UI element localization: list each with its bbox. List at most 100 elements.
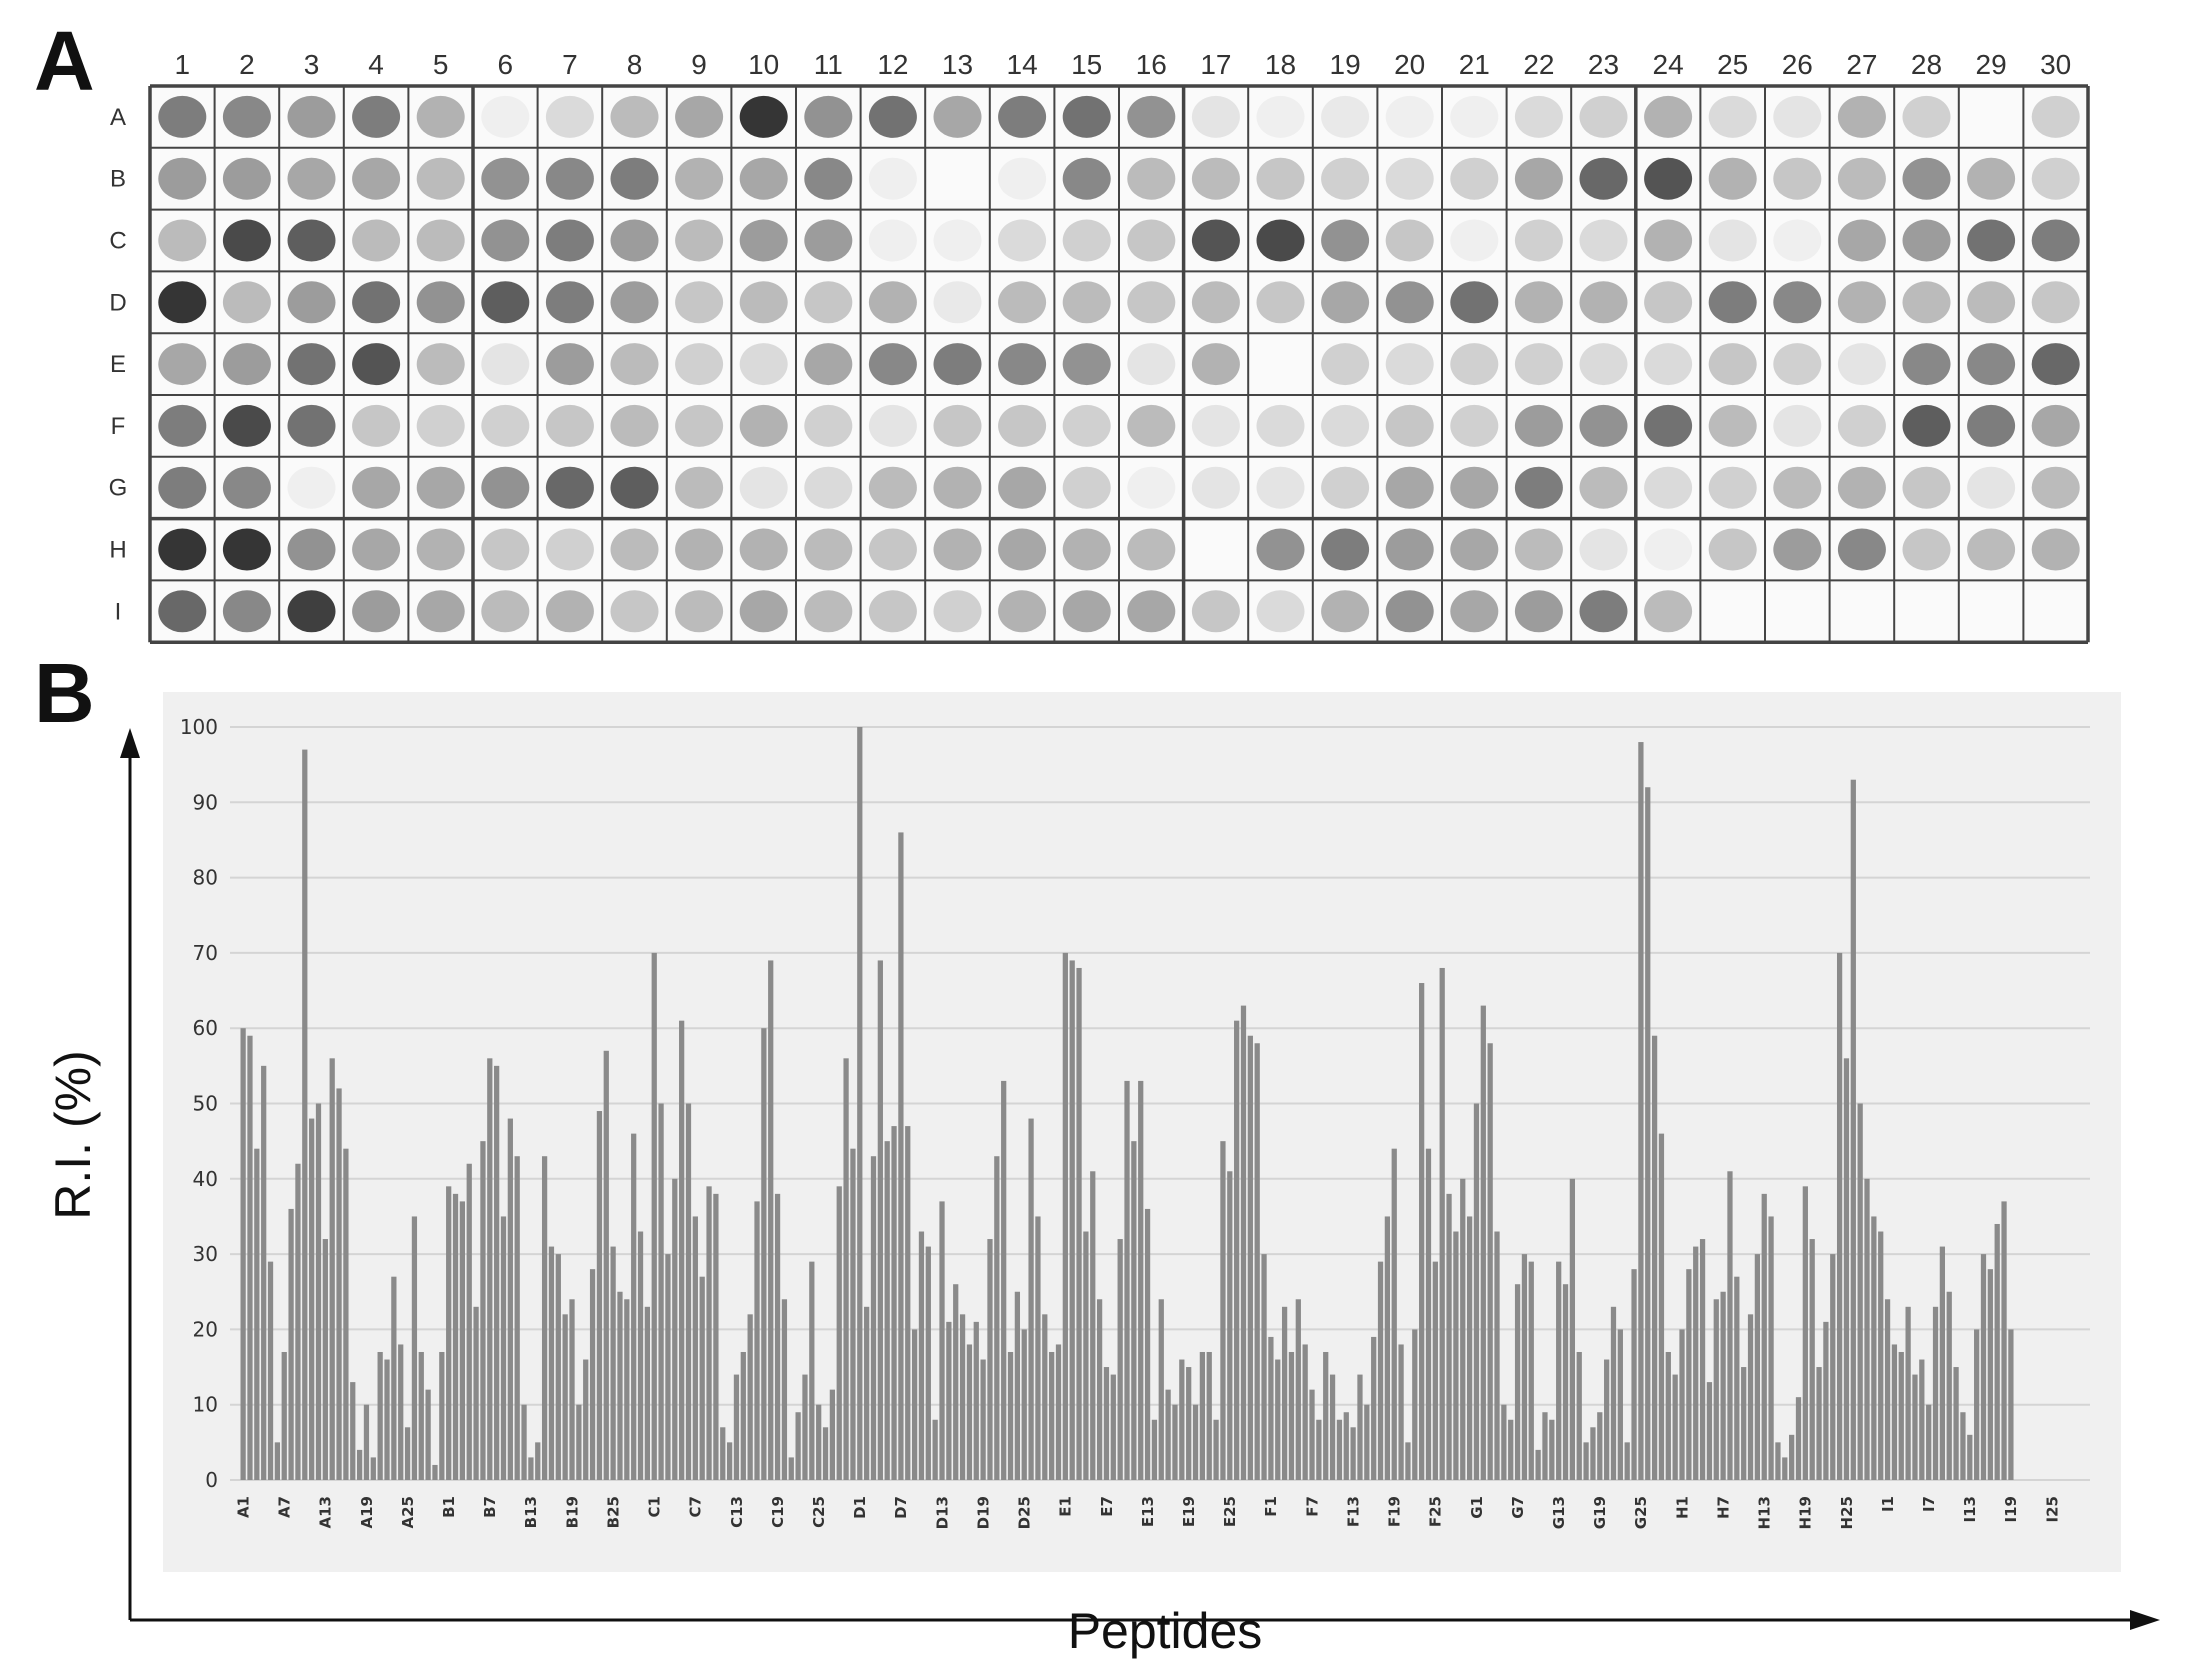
spot-I24 xyxy=(1644,590,1693,633)
bar-C28 xyxy=(836,1186,842,1480)
bar-C17 xyxy=(761,1028,767,1480)
bar-A28 xyxy=(425,1389,431,1480)
bar-B4 xyxy=(466,1163,472,1480)
spot-D2 xyxy=(222,281,271,324)
bar-D17 xyxy=(966,1344,973,1480)
spot-C8 xyxy=(610,219,659,262)
bar-D7 xyxy=(898,832,904,1480)
spot-D17 xyxy=(1191,281,1240,324)
spot-C23 xyxy=(1579,219,1628,262)
bar-G29 xyxy=(1665,1351,1671,1480)
spot-D20 xyxy=(1385,281,1434,324)
bar-G20 xyxy=(1604,1359,1610,1480)
spot-B20 xyxy=(1385,157,1434,200)
bar-H22 xyxy=(1823,1321,1829,1480)
spot-F15 xyxy=(1062,404,1111,447)
bar-C12 xyxy=(726,1442,733,1480)
bar-F12 xyxy=(1343,1412,1349,1480)
spot-C11 xyxy=(804,219,853,262)
spot-F20 xyxy=(1385,404,1434,447)
spot-C16 xyxy=(1127,219,1176,262)
spot-B24 xyxy=(1644,157,1693,200)
spot-A9 xyxy=(675,95,724,138)
y-tick-label: 20 xyxy=(193,1317,218,1341)
x-tick-label-H7: H7 xyxy=(1714,1496,1732,1519)
spot-H30 xyxy=(2031,528,2080,571)
bar-D1 xyxy=(857,727,863,1480)
bar-C25 xyxy=(816,1404,822,1480)
spot-F14 xyxy=(998,404,1047,447)
bar-A11 xyxy=(309,1118,315,1480)
spot-G8 xyxy=(610,466,659,509)
spot-A27 xyxy=(1837,95,1886,138)
spot-G28 xyxy=(1902,466,1951,509)
spot-E27 xyxy=(1837,343,1886,386)
spot-E8 xyxy=(610,343,659,386)
bar-F18 xyxy=(1384,1216,1391,1480)
spot-E3 xyxy=(287,343,336,386)
spot-F6 xyxy=(481,404,530,447)
spot-I18 xyxy=(1256,590,1305,633)
bar-C30 xyxy=(850,1148,856,1480)
x-tick-label-C7: C7 xyxy=(687,1496,705,1517)
row-label-C: C xyxy=(109,228,126,255)
spot-G21 xyxy=(1450,466,1499,509)
bar-G7 xyxy=(1514,1284,1521,1480)
spot-D30 xyxy=(2031,281,2080,324)
bar-H5 xyxy=(1706,1382,1713,1480)
spot-I8 xyxy=(610,590,659,633)
bar-G25 xyxy=(1638,742,1644,1480)
spot-B7 xyxy=(545,157,594,200)
bar-G14 xyxy=(1562,1284,1569,1480)
bar-A18 xyxy=(356,1449,363,1480)
spot-array-row-labels: A B C D E F G H I xyxy=(109,104,128,625)
spot-H24 xyxy=(1644,528,1693,571)
bar-H18 xyxy=(1795,1397,1802,1480)
spot-H6 xyxy=(481,528,530,571)
spot-I17 xyxy=(1191,590,1240,633)
row-label-A: A xyxy=(110,104,126,131)
bar-G19 xyxy=(1597,1412,1603,1480)
spot-D5 xyxy=(416,281,465,324)
spot-C12 xyxy=(868,219,917,262)
spot-F26 xyxy=(1773,404,1822,447)
spot-A21 xyxy=(1450,95,1499,138)
y-tick-label: 60 xyxy=(193,1016,218,1040)
bar-A26 xyxy=(411,1216,418,1480)
bar-A19 xyxy=(363,1404,370,1480)
spot-F16 xyxy=(1127,404,1176,447)
bar-E30 xyxy=(1261,1254,1267,1480)
spot-E29 xyxy=(1967,343,2016,386)
spot-E17 xyxy=(1191,343,1240,386)
spot-A25 xyxy=(1708,95,1757,138)
spot-C29 xyxy=(1967,219,2016,262)
spot-I1 xyxy=(158,590,207,633)
bar-F2 xyxy=(1275,1359,1281,1480)
bar-F25 xyxy=(1432,1261,1438,1480)
bar-H7 xyxy=(1720,1291,1726,1480)
bar-C29 xyxy=(843,1058,849,1480)
bar-F20 xyxy=(1398,1344,1404,1480)
bar-D15 xyxy=(953,1284,959,1480)
spot-I14 xyxy=(998,590,1047,633)
spot-D11 xyxy=(804,281,853,324)
spot-A18 xyxy=(1256,95,1305,138)
column-label-4: 4 xyxy=(368,49,384,80)
spot-B21 xyxy=(1450,157,1499,200)
spot-G4 xyxy=(352,466,401,509)
spot-E24 xyxy=(1644,343,1693,386)
spot-H11 xyxy=(804,528,853,571)
bar-D11 xyxy=(925,1246,931,1480)
bar-A15 xyxy=(336,1088,342,1480)
bar-G24 xyxy=(1631,1269,1637,1480)
bar-F10 xyxy=(1329,1374,1336,1480)
bar-H27 xyxy=(1857,1103,1863,1480)
bar-D10 xyxy=(918,1231,925,1480)
column-label-3: 3 xyxy=(304,49,320,80)
spot-B9 xyxy=(675,157,724,200)
bar-G17 xyxy=(1583,1442,1589,1480)
spot-C15 xyxy=(1062,219,1111,262)
spot-H5 xyxy=(416,528,465,571)
spot-A19 xyxy=(1321,95,1370,138)
bar-F5 xyxy=(1295,1299,1301,1480)
